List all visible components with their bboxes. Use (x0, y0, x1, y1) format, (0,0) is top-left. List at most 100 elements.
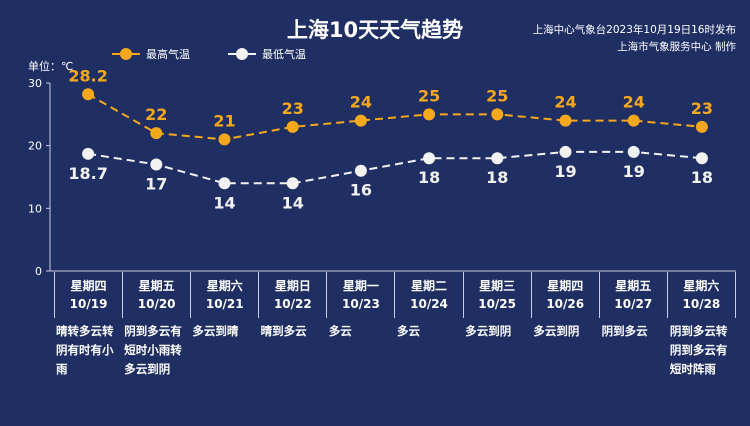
weekday-label: 星期日 (274, 279, 311, 293)
publisher-line-2: 上海市气象服务中心 制作 (617, 41, 736, 53)
point-low (559, 145, 572, 158)
point-high (695, 120, 708, 133)
date-label: 10/20 (137, 297, 176, 311)
data-label-low: 19 (623, 162, 645, 181)
point-low (82, 147, 95, 160)
point-high (218, 133, 231, 146)
day-cell: 星期六 10/28 (668, 272, 736, 318)
weekday-label: 星期五 (138, 279, 175, 293)
date-label: 10/19 (69, 297, 108, 311)
data-label-high: 25 (418, 86, 440, 105)
date-label: 10/24 (410, 297, 448, 311)
legend: 最高气温 最低气温 (112, 46, 306, 62)
weather-description: 多云到阴 (533, 324, 580, 338)
point-high (559, 114, 572, 127)
data-label-low: 18 (486, 168, 508, 187)
data-label-low: 18 (691, 168, 713, 187)
day-cell: 星期六 10/21 (191, 272, 260, 318)
chart-title: 上海10天天气趋势 (286, 18, 464, 42)
data-label-low: 16 (350, 181, 372, 200)
point-high (286, 120, 299, 133)
date-label: 10/22 (273, 297, 312, 311)
y-tick-label: 20 (28, 140, 42, 153)
legend-item-high: 最高气温 (112, 46, 190, 62)
unit-label: 单位：℃ (28, 60, 74, 73)
data-label-low: 18 (418, 168, 440, 187)
point-high (354, 114, 367, 127)
point-high (82, 88, 95, 101)
weather-description: 晴到多云 (260, 324, 307, 338)
weather-description: 多云 (397, 324, 421, 338)
series-line-high (87, 93, 702, 141)
weekday-label: 星期五 (615, 279, 652, 293)
weather-description: 多云到阴 (465, 324, 512, 338)
data-label-high: 21 (213, 111, 235, 130)
point-low (218, 177, 231, 190)
point-high (423, 108, 436, 121)
date-label: 10/28 (682, 297, 721, 311)
series-line-low (87, 150, 702, 185)
point-low (491, 152, 504, 165)
day-cell: 星期五 10/27 (600, 272, 668, 318)
day-cell: 星期五 10/20 (123, 272, 192, 318)
day-cell: 星期四 10/19 (54, 272, 124, 318)
data-label-high: 25 (486, 86, 508, 105)
point-low (695, 152, 708, 165)
weekday-label: 星期二 (411, 279, 448, 293)
weather-description: 阴到多云 (601, 324, 648, 338)
day-cell: 星期日 10/22 (259, 272, 328, 318)
legend-marker-high (112, 48, 140, 60)
point-low (354, 164, 367, 177)
weather-description: 晴转多云转阴有时有小雨 (56, 324, 114, 376)
y-tick-label: 0 (35, 265, 42, 278)
weather-description: 阴到多云转阴到多云有短时阵雨 (669, 324, 728, 376)
point-high (491, 108, 504, 121)
weather-description: 阴到多云有短时小雨转多云到阴 (124, 324, 182, 376)
weekday-label: 星期一 (342, 279, 379, 293)
data-label-high: 28.2 (68, 66, 107, 85)
y-tick-label: 30 (28, 77, 42, 90)
point-low (150, 158, 163, 171)
weekday-label: 星期三 (479, 279, 516, 293)
point-low (627, 145, 640, 158)
legend-label-low: 最低气温 (262, 48, 306, 61)
day-cell: 星期四 10/26 (532, 272, 600, 318)
day-cell: 星期三 10/25 (464, 272, 532, 318)
legend-item-low: 最低气温 (228, 46, 306, 62)
data-label-high: 22 (145, 105, 167, 124)
publisher-line-1: 上海中心气象台2023年10月19日16时发布 (532, 24, 736, 36)
weather-description: 多云到晴 (192, 324, 239, 338)
date-label: 10/26 (546, 297, 585, 311)
data-label-low: 17 (145, 174, 167, 193)
date-label: 10/27 (614, 297, 653, 311)
data-label-high: 24 (350, 93, 372, 112)
weather-description: 多云 (328, 324, 352, 338)
data-label-low: 14 (282, 193, 304, 212)
data-label-high: 23 (282, 99, 304, 118)
point-high (150, 127, 163, 140)
legend-marker-low (228, 48, 256, 60)
data-label-high: 24 (623, 93, 645, 112)
data-label-low: 19 (554, 162, 576, 181)
y-tick-label: 10 (28, 202, 42, 215)
weather-row: 晴转多云转阴有时有小雨 阴到多云有短时小雨转多云到阴 多云到晴 晴到多云 多云 多云 多云到… (54, 322, 736, 379)
point-high (627, 114, 640, 127)
data-label-high: 24 (554, 93, 576, 112)
day-cell: 星期一 10/23 (327, 272, 396, 318)
data-label-low: 18.7 (68, 164, 107, 183)
weekday-label: 星期六 (206, 279, 243, 293)
publisher-info: 上海中心气象台2023年10月19日16时发布 上海市气象服务中心 制作 (533, 22, 736, 56)
legend-label-high: 最高气温 (146, 48, 190, 61)
point-low (423, 152, 436, 165)
point-low (286, 177, 299, 190)
weekday-label: 星期六 (683, 279, 720, 293)
date-label: 10/21 (205, 297, 244, 311)
data-label-low: 14 (213, 193, 235, 212)
weekday-label: 星期四 (70, 279, 107, 293)
data-label-high: 23 (691, 99, 713, 118)
weekday-label: 星期四 (547, 279, 584, 293)
date-label: 10/23 (342, 297, 380, 311)
day-row: 星期四 10/19 星期五 10/20 星期六 10/21 星期日 10/22 星期一 10/23… (54, 272, 736, 318)
date-label: 10/25 (478, 297, 516, 311)
